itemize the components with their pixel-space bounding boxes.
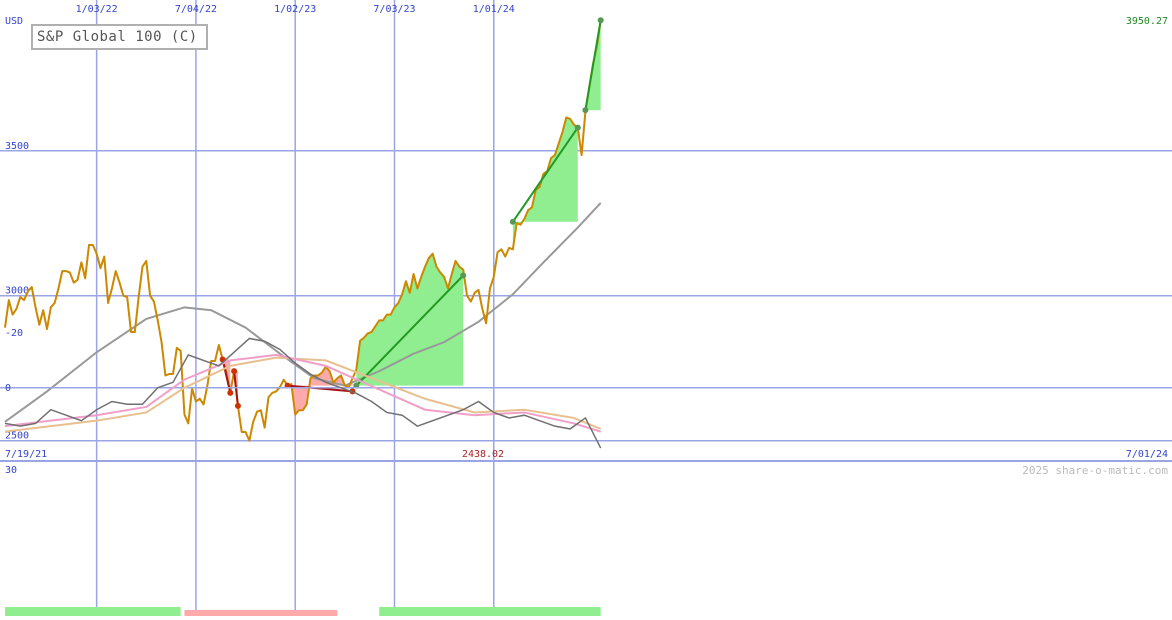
signal_pink-line — [4, 353, 601, 433]
trend-start-marker — [582, 107, 589, 114]
positive-volume-bar — [5, 607, 181, 616]
trend-end-marker — [574, 124, 581, 131]
date-tick-label: 1/01/24 — [473, 4, 515, 15]
chart-title: S&P Global 100 (C) — [31, 24, 208, 50]
date-tick-label: 7/03/23 — [373, 4, 415, 15]
price-tick-label: 3000 — [5, 286, 29, 297]
uptrend-line — [512, 127, 579, 223]
trend-start-marker — [509, 218, 516, 225]
y-axis-unit-label: USD — [5, 16, 23, 27]
uptrend-area — [512, 117, 578, 250]
trend-end-marker — [460, 272, 467, 279]
start-date-label: 7/19/21 — [5, 449, 47, 460]
uptrend-line — [355, 274, 464, 387]
signal_tan-line — [4, 356, 602, 433]
low-value-label: 2438.02 — [462, 449, 504, 460]
price-line — [4, 20, 602, 442]
moving-average-line — [4, 202, 602, 423]
trend-end-marker — [227, 389, 234, 396]
indicator-line — [4, 337, 602, 449]
uptrend-line — [584, 20, 602, 111]
date-tick-label: 1/03/22 — [76, 4, 118, 15]
price-tick-label: 2500 — [5, 431, 29, 442]
trend-end-marker — [597, 17, 604, 24]
downtrend-area — [287, 366, 353, 415]
negative-volume-bar — [184, 610, 338, 616]
date-tick-label: 1/02/23 — [274, 4, 316, 15]
trend-start-marker — [231, 368, 238, 375]
trend-end-marker — [234, 402, 241, 409]
end-date-label: 7/01/24 — [1126, 449, 1168, 460]
indicator-tick-label: -20 — [5, 328, 23, 339]
date-tick-label: 7/04/22 — [175, 4, 217, 15]
watermark-text: 2025 share-o-matic.com — [1022, 464, 1168, 477]
uptrend-area — [356, 253, 464, 386]
price-tick-label: 3500 — [5, 141, 29, 152]
positive-volume-bar — [379, 607, 601, 616]
indicator-tick-label: 0 — [5, 383, 11, 394]
indicator-tick-label: 30 — [5, 465, 17, 476]
last-value-label: 3950.27 — [1126, 16, 1168, 27]
